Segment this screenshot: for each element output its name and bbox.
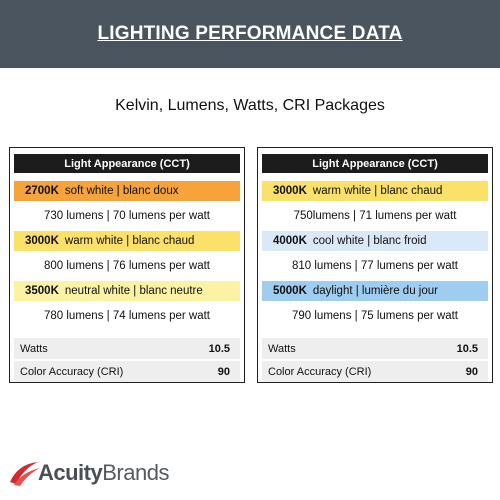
lumens-row: 730 lumens | 70 lumens per watt: [44, 210, 210, 222]
watts-row: Watts 10.5: [14, 338, 240, 359]
watts-value: 10.5: [208, 342, 230, 355]
acuity-swoosh-icon: [10, 462, 40, 486]
cct-description: daylight | lumière du jour: [312, 285, 438, 297]
cct-panel-right: Light Appearance (CCT) 3000K warm white …: [257, 147, 493, 383]
header-banner: LIGHTING PERFORMANCE DATA: [0, 0, 500, 68]
panel-header: Light Appearance (CCT): [262, 154, 488, 173]
cct-row-3000k: 3000K warm white | blanc chaud: [14, 231, 240, 251]
kelvin-value: 3500K: [25, 285, 59, 297]
lumens-row: 780 lumens | 74 lumens per watt: [44, 310, 210, 322]
acuity-brands-logo: AcuityBrands: [8, 456, 169, 490]
cct-description: cool white | blanc froid: [312, 235, 427, 247]
watts-row: Watts 10.5: [262, 338, 488, 359]
kelvin-value: 4000K: [273, 235, 307, 247]
kelvin-value: 3000K: [273, 185, 307, 197]
page-subtitle: Kelvin, Lumens, Watts, CRI Packages: [115, 97, 385, 114]
watts-label: Watts: [20, 342, 48, 355]
cri-label: Color Accuracy (CRI): [268, 365, 372, 378]
cri-row: Color Accuracy (CRI) 90: [14, 361, 240, 382]
kelvin-value: 2700K: [25, 185, 59, 197]
page-title: LIGHTING PERFORMANCE DATA: [97, 23, 403, 44]
cri-label: Color Accuracy (CRI): [20, 365, 124, 378]
watts-value: 10.5: [456, 342, 478, 355]
logo-wordmark: AcuityBrands: [38, 460, 169, 485]
watts-label: Watts: [268, 342, 296, 355]
cct-panel-left: Light Appearance (CCT) 2700K soft white …: [9, 147, 245, 383]
cri-value: 90: [465, 365, 478, 378]
kelvin-value: 5000K: [273, 285, 307, 297]
cct-row-4000k: 4000K cool white | blanc froid: [262, 231, 488, 251]
lumens-row: 790 lumens | 75 lumens per watt: [292, 310, 458, 322]
lumens-row: 810 lumens | 77 lumens per watt: [292, 260, 458, 272]
cri-value: 90: [217, 365, 230, 378]
cct-row-2700k: 2700K soft white | blanc doux: [14, 181, 240, 201]
cct-description: neutral white | blanc neutre: [64, 285, 203, 297]
cct-row-3500k: 3500K neutral white | blanc neutre: [14, 281, 240, 301]
cct-description: warm white | blanc chaud: [64, 235, 195, 247]
cct-description: soft white | blanc doux: [64, 185, 179, 197]
kelvin-value: 3000K: [25, 235, 59, 247]
cct-row-3000k: 3000K warm white | blanc chaud: [262, 181, 488, 201]
lumens-row: 750lumens | 71 lumens per watt: [293, 210, 457, 222]
cct-row-5000k: 5000K daylight | lumière du jour: [262, 281, 488, 301]
panel-header: Light Appearance (CCT): [14, 154, 240, 173]
cri-row: Color Accuracy (CRI) 90: [262, 361, 488, 382]
cct-description: warm white | blanc chaud: [312, 185, 443, 197]
lumens-row: 800 lumens | 76 lumens per watt: [44, 260, 210, 272]
